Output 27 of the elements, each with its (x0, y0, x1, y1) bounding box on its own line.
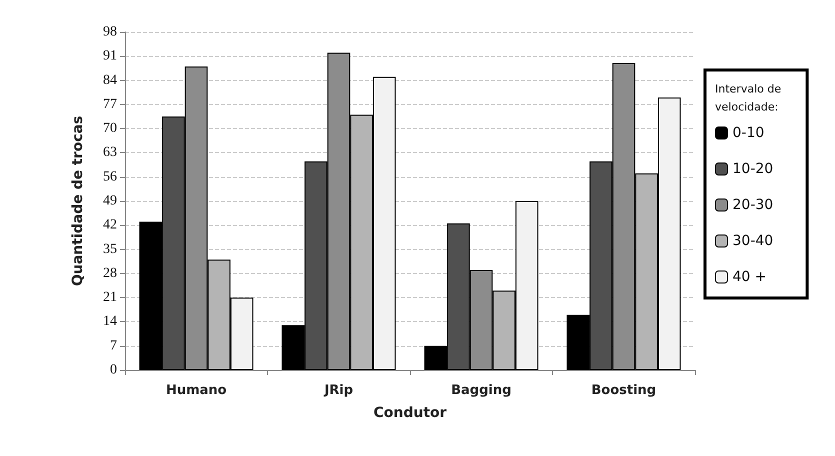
legend-label: 40 + (732, 269, 766, 285)
legend-label: 10-20 (732, 161, 774, 177)
legend-label: 0-10 (732, 125, 764, 141)
y-tick-label: 84 (103, 72, 117, 88)
legend-label: 30-40 (732, 233, 774, 249)
y-tick-label: 35 (103, 242, 117, 257)
y-tick-label: 98 (103, 24, 117, 40)
y-tick-label: 56 (103, 169, 117, 184)
y-tick-label: 28 (103, 266, 117, 281)
x-tick-label: Boosting (591, 383, 656, 398)
y-axis-title: Quantidade de trocas (70, 116, 86, 286)
y-tick-label: 14 (103, 314, 117, 330)
y-tick-label: 7 (110, 338, 117, 354)
y-tick-label: 77 (103, 96, 117, 112)
legend-label: 20-30 (732, 197, 774, 213)
y-tick-label: 91 (103, 48, 117, 64)
x-axis-title: Condutor (373, 405, 447, 421)
y-tick-label: 70 (103, 121, 117, 136)
x-tick-label: Bagging (451, 383, 512, 398)
y-tick-label: 21 (103, 290, 117, 306)
x-tick-label: JRip (323, 383, 354, 398)
x-tick-label: Humano (166, 383, 227, 398)
y-tick-label: 42 (103, 218, 117, 233)
y-tick-label: 63 (103, 145, 117, 160)
y-tick-label: 0 (110, 362, 117, 378)
y-tick-label: 49 (103, 194, 117, 208)
legend-title: Intervalo de velocidade: (715, 82, 782, 114)
